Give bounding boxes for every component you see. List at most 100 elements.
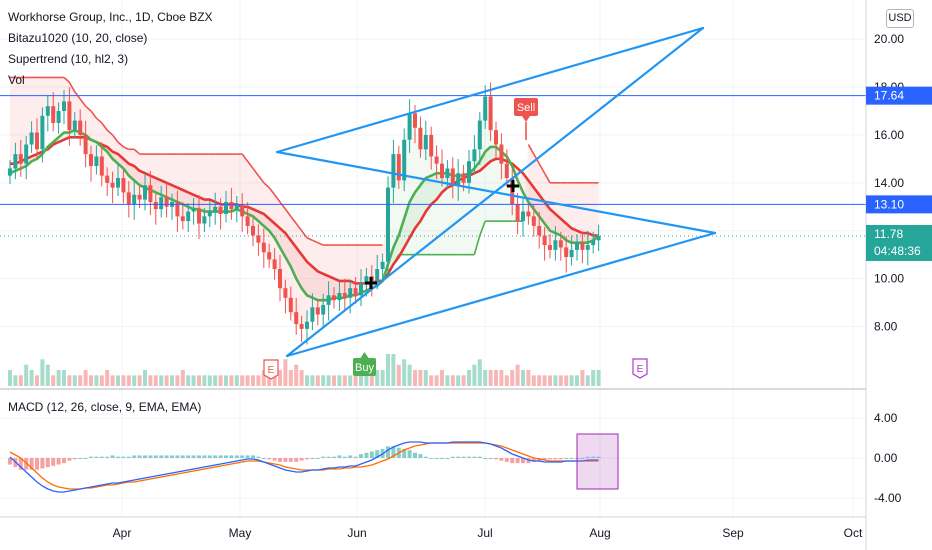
candle-body <box>494 130 498 145</box>
volume-bar <box>596 370 601 386</box>
volume-bar <box>483 370 488 386</box>
macd-histogram-bar <box>78 458 83 459</box>
macd-histogram-bar <box>62 458 66 464</box>
volume-bar <box>440 370 444 386</box>
candle-body <box>229 201 234 210</box>
volume-bar <box>396 364 401 386</box>
candle-body <box>332 295 336 301</box>
volume-bar <box>305 375 309 386</box>
price-badge <box>866 195 932 214</box>
macd-histogram-bar <box>585 456 590 458</box>
macd-histogram-bar <box>553 458 558 460</box>
macd-histogram-bar <box>121 456 126 458</box>
candle-body <box>402 139 407 181</box>
supertrend-fill <box>350 245 356 296</box>
buy-signal-box <box>353 358 376 376</box>
candle-body <box>504 163 509 179</box>
cloud-segment <box>139 170 145 188</box>
supertrend-segment <box>68 81 76 93</box>
candle-body <box>29 132 34 145</box>
volume-bar <box>272 370 277 386</box>
volume-bar <box>369 375 374 386</box>
supertrend-fill <box>269 187 275 270</box>
supertrend-fill <box>263 182 270 260</box>
volume-bar <box>13 375 18 386</box>
earnings-label: E <box>637 364 644 375</box>
macd-histogram-bar <box>429 458 434 459</box>
volume-bar <box>164 375 169 386</box>
candle-body <box>450 168 455 186</box>
buy-signal-pointer <box>360 352 369 358</box>
candle-body <box>456 173 461 186</box>
macd-histogram-bar <box>164 455 169 458</box>
volume-bar <box>423 370 428 386</box>
supertrend-segment <box>290 215 297 225</box>
candle-body <box>380 261 385 270</box>
candle-body <box>99 156 104 176</box>
volume-bar <box>488 370 493 386</box>
sell-signal-label: Sell <box>517 102 535 114</box>
macd-histogram-bar <box>159 455 164 458</box>
cloud-segment <box>204 199 210 212</box>
volume-bar <box>585 375 590 386</box>
currency-button[interactable]: USD <box>886 9 914 28</box>
cloud-segment <box>161 180 167 198</box>
volume-bar <box>445 375 450 386</box>
time-tick-label: Jun <box>347 526 366 540</box>
indicator-label-bitazu[interactable]: Bitazu1020 (10, 20, close) <box>8 31 148 45</box>
indicator-label-macd[interactable]: MACD (12, 26, close, 9, EMA, EMA) <box>8 400 202 414</box>
candle-body <box>24 144 29 164</box>
supertrend-fill <box>215 154 221 214</box>
volume-bar <box>83 370 88 386</box>
supertrend-segment <box>241 153 249 162</box>
macd-histogram-bar <box>105 456 110 458</box>
candle-body <box>224 201 228 214</box>
volume-bar <box>51 375 56 386</box>
indicator-label-volume[interactable]: Vol <box>8 73 25 87</box>
supertrend-fill <box>566 182 572 258</box>
macd-histogram-bar <box>359 454 363 458</box>
candle-body <box>477 120 482 150</box>
supertrend-segment <box>79 98 87 107</box>
macd-histogram-bar <box>337 455 342 458</box>
supertrend-fill <box>582 182 588 250</box>
supertrend-fill <box>463 161 469 255</box>
volume-bar <box>121 375 126 386</box>
volume-bar <box>62 370 66 386</box>
supertrend-fill <box>328 245 334 301</box>
volume-bar <box>429 375 434 386</box>
signal-markers: Buy Sell E E <box>263 98 648 380</box>
cloud-segment <box>323 273 329 301</box>
candle-body <box>56 110 61 123</box>
macd-histogram-bar <box>310 458 315 459</box>
macd-histogram-bar <box>137 455 142 458</box>
macd-histogram-bar <box>483 458 488 459</box>
candle-body <box>256 235 261 243</box>
macd-histogram-bar <box>564 458 569 459</box>
volume-bar <box>391 354 396 386</box>
indicator-label-supertrend[interactable]: Supertrend (10, hl2, 3) <box>8 52 129 66</box>
earnings-marker: E <box>632 358 648 379</box>
macd-histogram-bar <box>591 456 596 458</box>
trend-drawings[interactable] <box>275 26 717 358</box>
macd-histogram-bar <box>35 458 39 470</box>
symbol-title[interactable]: Workhorse Group, Inc., 1D, Cboe BZX <box>8 10 213 24</box>
macd-histogram-bar <box>261 458 266 459</box>
macd-histogram-bar <box>191 455 196 458</box>
volume-bar <box>283 359 288 386</box>
cloud-segment <box>550 209 556 234</box>
volume-bar <box>402 359 407 386</box>
supertrend-segment <box>117 141 124 148</box>
trendline <box>275 26 705 154</box>
time-tick-label: Apr <box>113 526 132 540</box>
candle-body <box>72 120 77 131</box>
volume-bar <box>132 375 137 386</box>
volume-bar <box>78 375 83 386</box>
supertrend-fill <box>587 182 594 246</box>
time-axis[interactable]: Apr May Jun Jul Aug Sep Oct <box>0 516 866 540</box>
candle-body <box>375 269 380 281</box>
candle-body <box>472 149 477 162</box>
cross-marker <box>507 180 519 192</box>
horizontal-price-lines[interactable] <box>0 95 866 237</box>
